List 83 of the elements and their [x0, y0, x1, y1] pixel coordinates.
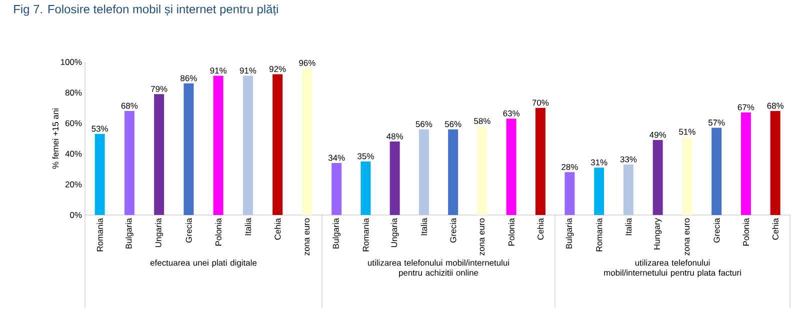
x-tick-label: Bulgaria	[125, 218, 134, 248]
x-tick-label: Grecia	[186, 218, 192, 243]
data-label: 51%	[679, 128, 696, 135]
data-label: 96%	[299, 60, 316, 66]
bar	[418, 129, 429, 215]
bar	[682, 136, 692, 215]
x-tick-label: Romania	[596, 218, 602, 252]
data-label: 79%	[151, 86, 168, 92]
x-tick-label: Cehia	[537, 218, 544, 240]
bar	[770, 110, 780, 215]
bar	[594, 168, 604, 215]
y-tick-label: 20%	[65, 181, 82, 188]
data-label: 58%	[474, 118, 490, 124]
data-label: 28%	[562, 164, 578, 170]
bar	[213, 76, 224, 215]
bar	[94, 134, 105, 215]
data-label: 91%	[240, 68, 256, 74]
y-tick-label: 0%	[70, 212, 82, 218]
x-axis-title: efectuarea unei plati digitale	[150, 260, 257, 268]
x-tick-label: Italia	[420, 218, 428, 236]
x-tick-label: zona euro	[304, 218, 310, 256]
data-label: 48%	[386, 133, 403, 140]
bar	[477, 126, 488, 215]
x-tick-label: Romania	[362, 218, 369, 252]
data-label: 35%	[358, 153, 374, 160]
bar	[302, 68, 312, 215]
data-label: 31%	[590, 159, 608, 166]
data-label: 49%	[650, 132, 666, 138]
x-tick-label: Grecia	[450, 218, 456, 243]
x-tick-label: Italia	[625, 218, 632, 236]
data-label: 53%	[92, 126, 108, 132]
bar	[535, 108, 546, 215]
data-label: 67%	[738, 104, 754, 110]
x-tick-label: Hungary	[654, 218, 662, 250]
bar	[332, 162, 342, 215]
x-tick-label: zona euro	[480, 218, 485, 256]
y-tick-label: 100%	[60, 59, 82, 65]
bar	[272, 74, 283, 215]
x-tick-label: Polonia	[742, 218, 750, 246]
x-tick-label: zona euro	[684, 218, 690, 256]
bar	[448, 129, 458, 215]
data-label: 70%	[532, 100, 549, 106]
x-tick-label: Grecia	[713, 218, 720, 243]
x-tick-label: Polonia	[508, 218, 514, 246]
x-tick-label: Cehia	[772, 218, 778, 240]
bar	[242, 76, 253, 215]
x-tick-label: Italia	[244, 218, 252, 236]
bar	[154, 94, 164, 215]
data-label: 56%	[444, 121, 462, 128]
x-tick-label: Bulgaria	[332, 218, 341, 248]
data-label: 34%	[328, 154, 345, 161]
x-tick-label: Ungaria	[390, 218, 399, 248]
data-label: 57%	[708, 120, 725, 126]
y-tick-label: 80%	[65, 90, 82, 96]
bar	[623, 164, 634, 215]
data-label: 68%	[767, 102, 784, 109]
bar	[506, 118, 516, 215]
y-tick-label: 60%	[65, 120, 82, 126]
data-label: 63%	[503, 110, 520, 116]
bar	[360, 161, 371, 215]
data-label: 92%	[269, 66, 286, 72]
x-tick-label: Bulgaria	[566, 218, 574, 248]
data-label: 68%	[121, 102, 138, 109]
bar	[390, 142, 400, 215]
x-tick-label: Romania	[96, 218, 103, 252]
x-tick-label: Polonia	[215, 218, 222, 246]
bar	[124, 110, 134, 215]
data-label: 33%	[620, 156, 637, 162]
x-tick-label: Cehia	[274, 218, 281, 240]
bar	[652, 140, 663, 215]
bar	[712, 128, 722, 215]
x-axis-title: utilizarea telefonului mobil/internetului pentru achizitii online	[368, 260, 509, 278]
bar	[740, 112, 751, 215]
data-label: 86%	[180, 75, 197, 82]
chart-title: Fig 7. Folosire telefon mobil și internet pentru plăți	[14, 4, 278, 16]
y-tick-label: 40%	[65, 150, 82, 157]
x-axis-title: utilizarea telefonului mobil/internetului pentru plata facturi	[604, 260, 741, 278]
x-tick-label: Ungaria	[155, 218, 164, 248]
bar	[184, 83, 194, 215]
data-label: 56%	[416, 121, 432, 128]
bar	[564, 172, 575, 215]
data-label: 91%	[210, 68, 226, 74]
y-axis-title: % femei +15 ani	[52, 108, 58, 169]
